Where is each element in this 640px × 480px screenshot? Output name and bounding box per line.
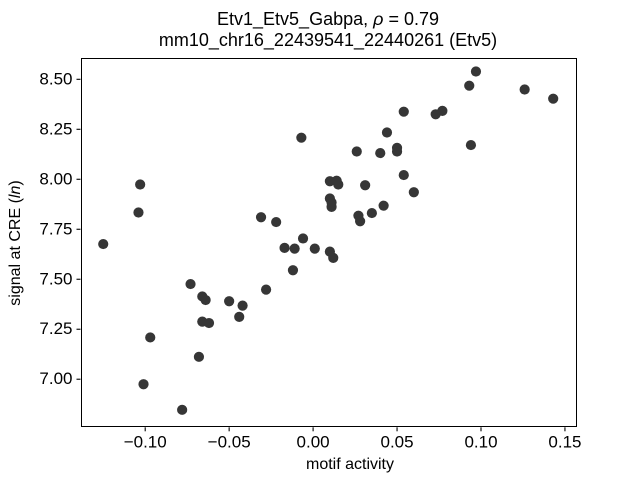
svg-text:8.50: 8.50 [39, 69, 72, 88]
svg-text:7.50: 7.50 [39, 269, 72, 288]
svg-text:7.00: 7.00 [39, 369, 72, 388]
svg-text:7.25: 7.25 [39, 319, 72, 338]
svg-text:−0.10: −0.10 [124, 432, 167, 451]
svg-text:0.05: 0.05 [381, 432, 414, 451]
svg-text:0.10: 0.10 [464, 432, 497, 451]
svg-text:8.25: 8.25 [39, 119, 72, 138]
svg-text:−0.05: −0.05 [208, 432, 251, 451]
svg-text:0.00: 0.00 [297, 432, 330, 451]
svg-text:0.15: 0.15 [548, 432, 581, 451]
svg-text:8.00: 8.00 [39, 169, 72, 188]
svg-text:7.75: 7.75 [39, 219, 72, 238]
